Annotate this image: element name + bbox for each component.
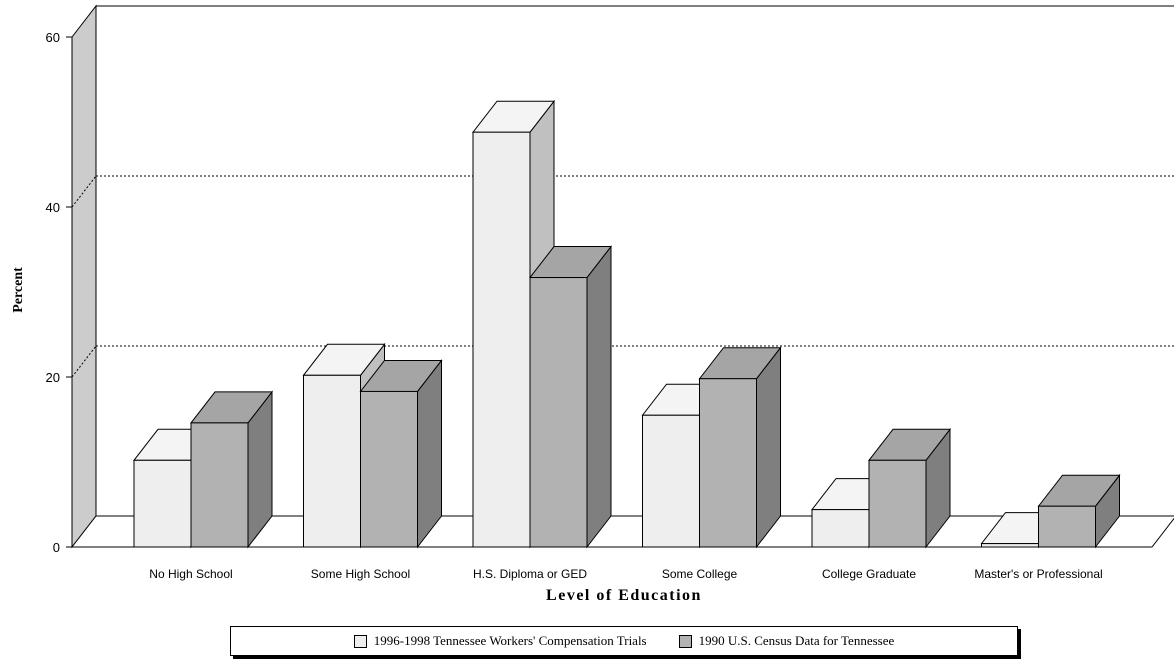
bar bbox=[189, 390, 274, 549]
left-wall bbox=[71, 4, 97, 549]
x-tick-label: Master's or Professional bbox=[974, 567, 1102, 581]
bar bbox=[867, 427, 952, 549]
bar-front bbox=[699, 378, 757, 548]
bar-front bbox=[529, 277, 588, 548]
x-axis-title: Level of Education bbox=[546, 587, 702, 604]
bar-front bbox=[981, 543, 1039, 548]
bar-front bbox=[868, 459, 927, 548]
legend-swatch-series-1 bbox=[353, 634, 367, 648]
y-axis-title: Percent bbox=[11, 267, 26, 313]
gridline-diagonal bbox=[71, 345, 97, 378]
legend-swatch-series-2 bbox=[678, 634, 692, 648]
bar-front bbox=[190, 422, 249, 548]
grid-lines bbox=[71, 175, 1174, 378]
y-axis-ticks: 0 20 40 60 bbox=[46, 30, 72, 555]
category-labels: No High School Some High School H.S. Diplo… bbox=[149, 567, 1102, 581]
bar bbox=[698, 346, 782, 549]
y-tick-label: 40 bbox=[46, 200, 60, 215]
bar bbox=[1037, 473, 1121, 549]
legend-label-series-1: 1996-1998 Tennessee Workers' Compensatio… bbox=[373, 633, 647, 648]
legend: 1996-1998 Tennessee Workers' Compensatio… bbox=[230, 626, 1018, 656]
legend-item-series-1: 1996-1998 Tennessee Workers' Compensatio… bbox=[353, 633, 647, 649]
bar-front bbox=[642, 414, 700, 548]
bar-side bbox=[756, 346, 781, 549]
y-tick-label: 60 bbox=[46, 30, 60, 45]
x-tick-label: No High School bbox=[149, 567, 232, 581]
bar-front bbox=[303, 374, 361, 548]
bar-front bbox=[472, 131, 531, 548]
legend-item-series-2: 1990 U.S. Census Data for Tennessee bbox=[678, 633, 895, 649]
y-tick-label: 20 bbox=[46, 370, 60, 385]
bars bbox=[132, 99, 1121, 549]
y-tick-label: 0 bbox=[53, 540, 60, 555]
x-tick-label: College Graduate bbox=[822, 567, 916, 581]
bar bbox=[528, 245, 613, 549]
bar-front bbox=[811, 509, 870, 548]
back-wall-edge bbox=[96, 5, 1174, 7]
bar-front bbox=[360, 390, 418, 548]
x-tick-label: H.S. Diploma or GED bbox=[473, 567, 587, 581]
bar-front bbox=[133, 459, 192, 548]
gridline-diagonal bbox=[71, 175, 97, 208]
x-tick-label: Some College bbox=[662, 567, 738, 581]
bar-side bbox=[417, 358, 442, 549]
legend-label-series-2: 1990 U.S. Census Data for Tennessee bbox=[698, 633, 895, 648]
bar bbox=[359, 358, 443, 549]
bar-side bbox=[586, 245, 612, 549]
x-tick-label: Some High School bbox=[311, 567, 410, 581]
bar-front bbox=[1038, 505, 1096, 548]
